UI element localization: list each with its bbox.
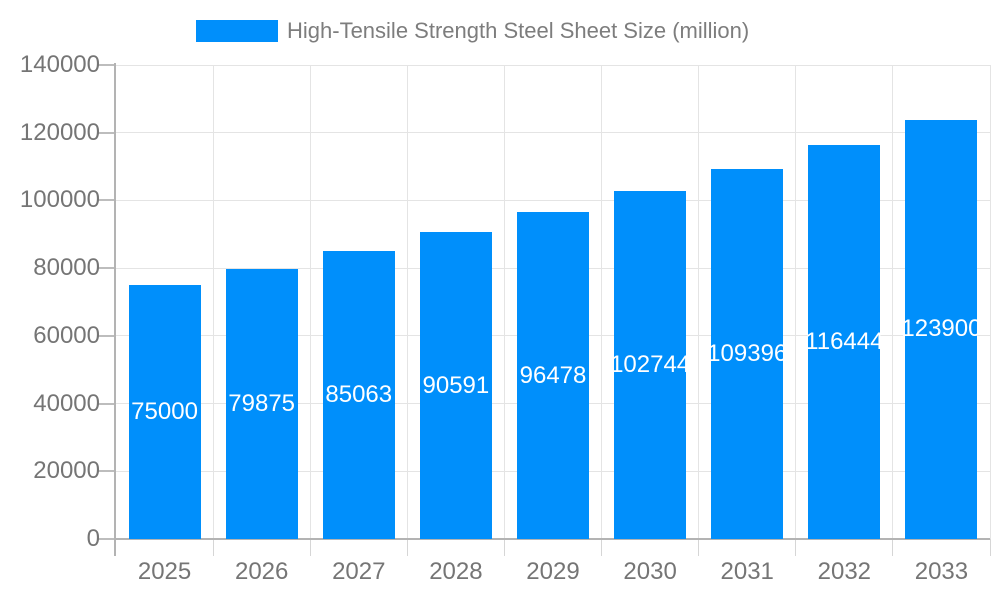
y-tick-label: 80000 <box>33 254 100 282</box>
x-tick-label: 2032 <box>817 558 872 585</box>
bar[interactable] <box>225 268 298 539</box>
x-tick-label: 2033 <box>914 558 969 585</box>
y-tick <box>98 199 116 202</box>
y-tick <box>98 470 116 473</box>
bar[interactable] <box>905 119 978 539</box>
v-gridline <box>989 65 991 539</box>
x-tick-label: 2025 <box>137 558 192 585</box>
x-tick <box>601 539 603 556</box>
bar[interactable] <box>808 144 881 539</box>
bar[interactable] <box>322 251 395 539</box>
bar[interactable] <box>517 212 589 539</box>
h-gridline <box>116 64 990 66</box>
v-gridline <box>212 65 214 539</box>
h-gridline <box>116 199 990 201</box>
x-tick <box>309 539 311 556</box>
y-tick <box>98 402 116 405</box>
x-tick <box>795 539 797 556</box>
legend-swatch <box>196 20 278 42</box>
bar[interactable] <box>128 285 201 539</box>
v-gridline <box>601 65 603 539</box>
bar-value-label: 123900 <box>901 315 982 343</box>
y-tick-label: 140000 <box>19 51 100 78</box>
v-gridline <box>406 65 408 539</box>
bar-value-label: 116444 <box>805 327 884 355</box>
bar-value-label: 96478 <box>519 361 587 389</box>
y-tick-label: 60000 <box>33 321 100 349</box>
v-gridline <box>892 65 894 539</box>
y-tick-label: 40000 <box>33 389 100 417</box>
y-tick <box>98 267 116 270</box>
bar-value-label: 85063 <box>325 381 393 408</box>
x-tick-label: 2029 <box>526 558 580 585</box>
v-gridline <box>309 65 311 539</box>
bar-value-label: 90591 <box>422 371 490 399</box>
x-axis-line <box>114 538 990 540</box>
bar-value-label: 75000 <box>131 398 198 426</box>
y-axis-line <box>114 63 116 556</box>
y-tick <box>98 334 116 337</box>
x-tick-label: 2031 <box>720 558 774 585</box>
bar[interactable] <box>711 168 784 539</box>
y-tick-label: 120000 <box>19 118 100 146</box>
v-gridline <box>698 65 700 539</box>
x-tick <box>406 539 408 556</box>
x-tick <box>989 539 991 556</box>
bar[interactable] <box>614 191 687 539</box>
bar-value-label: 79875 <box>228 389 296 417</box>
x-tick-label: 2027 <box>332 558 386 585</box>
x-tick-label: 2030 <box>623 558 677 585</box>
bar[interactable] <box>419 232 492 539</box>
bar-value-label: 109396 <box>707 339 788 367</box>
y-tick-label: 0 <box>86 525 100 552</box>
y-tick <box>98 64 116 66</box>
x-tick <box>698 539 700 556</box>
v-gridline <box>503 65 505 539</box>
x-tick <box>503 539 505 556</box>
y-tick <box>98 538 116 540</box>
bar-value-label: 102744 <box>610 351 691 379</box>
x-tick <box>892 539 894 556</box>
v-gridline <box>795 65 797 539</box>
legend[interactable]: High-Tensile Strength Steel Sheet Size (… <box>196 18 749 44</box>
legend-label: High-Tensile Strength Steel Sheet Size (… <box>287 18 750 43</box>
y-tick <box>98 131 116 134</box>
x-tick-label: 2028 <box>429 558 483 585</box>
x-tick-label: 2026 <box>234 558 289 585</box>
y-tick-label: 100000 <box>19 186 100 214</box>
x-tick <box>212 539 214 556</box>
h-gridline <box>116 132 990 134</box>
y-tick-label: 20000 <box>33 457 100 485</box>
